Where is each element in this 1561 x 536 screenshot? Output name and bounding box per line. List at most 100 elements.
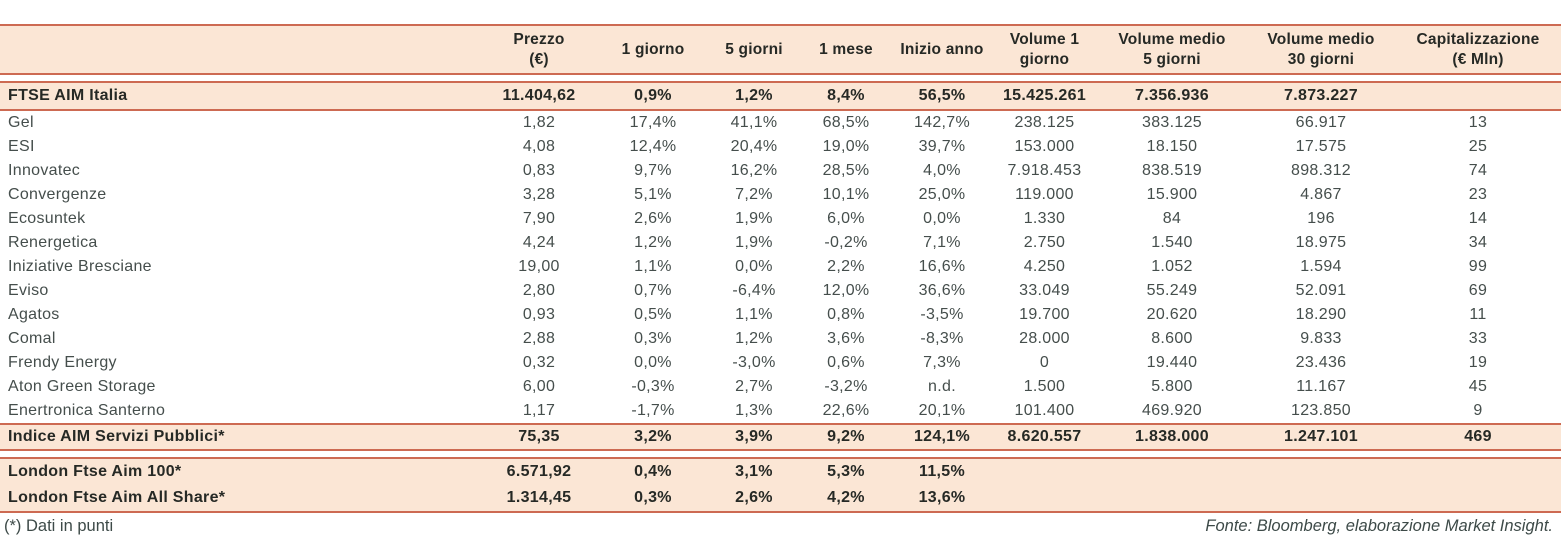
value-cell: 52.091 bbox=[1295, 282, 1347, 299]
value-cell: 469.920 bbox=[1142, 402, 1202, 419]
row-label: Iniziative Bresciane bbox=[8, 258, 152, 275]
top-margin bbox=[0, 0, 1561, 24]
column-header-1-giorno: 1 giorno bbox=[621, 40, 685, 58]
value-cell: -3,5% bbox=[920, 306, 964, 323]
company-rows: Gel 1,82 17,4% 41,1% 68,5% 142,7% 238.125 383.1… bbox=[0, 111, 1561, 423]
value-cell: 45 bbox=[1468, 378, 1488, 395]
value-cell: 12,4% bbox=[629, 138, 677, 155]
value-cell: 1,1% bbox=[634, 258, 672, 275]
value-cell: 75,35 bbox=[518, 427, 560, 445]
value-cell: 1.594 bbox=[1300, 258, 1342, 275]
value-cell: 1.314,45 bbox=[506, 489, 572, 506]
london-index-row: London Ftse Aim 100* 6.571,92 0,4% 3,1% 5,3%… bbox=[0, 459, 1561, 485]
value-cell: 0,83 bbox=[522, 162, 556, 179]
company-row: Aton Green Storage 6,00 -0,3% 2,7% -3,2% n.d.… bbox=[0, 375, 1561, 399]
value-cell: 153.000 bbox=[1014, 138, 1075, 155]
value-cell: 2,80 bbox=[522, 282, 556, 299]
value-cell: 1,17 bbox=[522, 402, 556, 419]
value-cell: 9,2% bbox=[827, 427, 865, 445]
value-cell: 3,9% bbox=[735, 427, 773, 445]
value-cell: 5,1% bbox=[634, 186, 672, 203]
value-cell: 0,32 bbox=[522, 354, 556, 371]
value-cell: 1.330 bbox=[1023, 210, 1066, 227]
value-cell: 8.600 bbox=[1151, 330, 1193, 347]
row-label: Ecosuntek bbox=[8, 210, 86, 227]
company-row: Frendy Energy 0,32 0,0% -3,0% 0,6% 7,3% 0 19.44… bbox=[0, 351, 1561, 375]
value-cell: 66.917 bbox=[1295, 114, 1347, 131]
table-footer: (*) Dati in punti Fonte: Bloomberg, elab… bbox=[0, 513, 1561, 536]
row-label: Innovatec bbox=[8, 162, 81, 179]
value-cell: 28.000 bbox=[1019, 330, 1070, 347]
value-cell: 1,9% bbox=[735, 210, 773, 227]
value-cell: 2,7% bbox=[735, 378, 773, 395]
value-cell: 7.918.453 bbox=[1007, 162, 1082, 179]
row-label: Comal bbox=[8, 330, 56, 347]
value-cell: 119.000 bbox=[1015, 186, 1074, 203]
row-label: Agatos bbox=[8, 306, 60, 323]
source-credit: Fonte: Bloomberg, elaborazione Market In… bbox=[1205, 517, 1553, 535]
value-cell: 20,1% bbox=[918, 402, 966, 419]
value-cell: 0,9% bbox=[634, 86, 672, 104]
value-cell: 8.620.557 bbox=[1007, 427, 1082, 445]
value-cell: 5.800 bbox=[1151, 378, 1193, 395]
value-cell: 142,7% bbox=[913, 114, 971, 131]
points-note: (*) Dati in punti bbox=[4, 517, 114, 535]
value-cell: 18.290 bbox=[1295, 306, 1347, 323]
company-row: ESI 4,08 12,4% 20,4% 19,0% 39,7% 153.000 18.150… bbox=[0, 135, 1561, 159]
value-cell: 0,8% bbox=[827, 306, 865, 323]
value-cell: -3,0% bbox=[732, 354, 776, 371]
value-cell: 1.500 bbox=[1023, 378, 1066, 395]
company-row: Enertronica Santerno 1,17 -1,7% 1,3% 22,6% 20… bbox=[0, 399, 1561, 423]
value-cell: 9.833 bbox=[1300, 330, 1342, 347]
value-cell: 7,3% bbox=[923, 354, 961, 371]
value-cell: 0,0% bbox=[634, 354, 672, 371]
row-label: Indice AIM Servizi Pubblici* bbox=[8, 427, 225, 445]
value-cell: 34 bbox=[1468, 234, 1488, 251]
value-cell: 0,6% bbox=[827, 354, 865, 371]
value-cell: 23.436 bbox=[1295, 354, 1347, 371]
value-cell: 1,2% bbox=[735, 86, 773, 104]
value-cell: 25,0% bbox=[918, 186, 966, 203]
company-row: Comal 2,88 0,3% 1,2% 3,6% -8,3% 28.000 8.600 9.8… bbox=[0, 327, 1561, 351]
company-row: Iniziative Bresciane 19,00 1,1% 0,0% 2,2% 16,… bbox=[0, 255, 1561, 279]
row-label: London Ftse Aim All Share* bbox=[8, 489, 226, 506]
value-cell: 1.052 bbox=[1151, 258, 1193, 275]
column-header-5-giorni: 5 giorni bbox=[725, 40, 783, 58]
value-cell: 69 bbox=[1468, 282, 1488, 299]
value-cell: 4,24 bbox=[522, 234, 556, 251]
value-cell: 1,82 bbox=[522, 114, 556, 131]
value-cell: 16,6% bbox=[918, 258, 966, 275]
value-cell: 4.867 bbox=[1300, 186, 1342, 203]
value-cell: -8,3% bbox=[920, 330, 964, 347]
value-cell: 196 bbox=[1307, 210, 1335, 227]
company-row: Ecosuntek 7,90 2,6% 1,9% 6,0% 0,0% 1.330 84 196 1… bbox=[0, 207, 1561, 231]
value-cell: 101.400 bbox=[1014, 402, 1075, 419]
value-cell: 18.975 bbox=[1295, 234, 1347, 251]
value-cell: 1.540 bbox=[1151, 234, 1193, 251]
value-cell: 0,4% bbox=[634, 463, 672, 480]
row-label: Eviso bbox=[8, 282, 49, 299]
value-cell: 12,0% bbox=[822, 282, 870, 299]
value-cell: 36,6% bbox=[918, 282, 966, 299]
value-cell: 3,6% bbox=[827, 330, 865, 347]
value-cell: 22,6% bbox=[822, 402, 870, 419]
value-cell: 39,7% bbox=[918, 138, 966, 155]
value-cell: 17.575 bbox=[1295, 138, 1347, 155]
value-cell: 25 bbox=[1468, 138, 1488, 155]
value-cell: 2,6% bbox=[735, 489, 773, 506]
value-cell: 383.125 bbox=[1142, 114, 1202, 131]
value-cell: 0,93 bbox=[522, 306, 556, 323]
value-cell: 898.312 bbox=[1291, 162, 1351, 179]
index-row: FTSE AIM Italia 11.404,62 0,9% 1,2% 8,4% 56,5… bbox=[0, 83, 1561, 108]
value-cell: 838.519 bbox=[1142, 162, 1202, 179]
value-cell: 55.249 bbox=[1146, 282, 1198, 299]
value-cell: 8,4% bbox=[827, 86, 865, 104]
column-header-volume-medio-5-giorni: Volume medio 5 giorni bbox=[1118, 31, 1226, 68]
company-row: Agatos 0,93 0,5% 1,1% 0,8% -3,5% 19.700 20.620 1… bbox=[0, 303, 1561, 327]
value-cell: 1,2% bbox=[634, 234, 672, 251]
company-row: Gel 1,82 17,4% 41,1% 68,5% 142,7% 238.125 383.1… bbox=[0, 111, 1561, 135]
row-label: Frendy Energy bbox=[8, 354, 117, 371]
indice-aim-servizi-pubblici-band: Indice AIM Servizi Pubblici* 75,35 3,2% 3,9… bbox=[0, 423, 1561, 451]
header-row: Prezzo (€) 1 giorno 5 giorni 1 mese Iniz… bbox=[0, 26, 1561, 73]
